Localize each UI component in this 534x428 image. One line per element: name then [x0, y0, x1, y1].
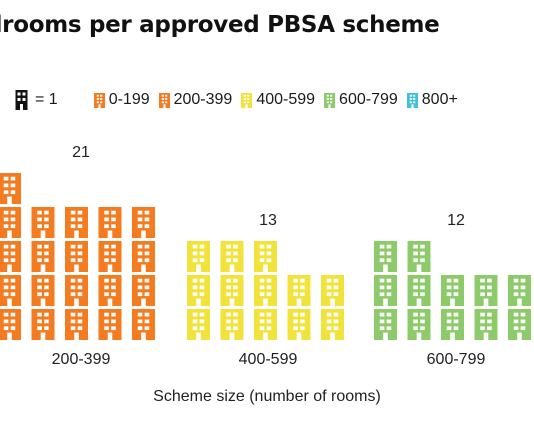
- icon-200-399-12: [31, 241, 55, 272]
- value-label-600-799: 12: [447, 212, 465, 229]
- icon-200-399-30: [98, 309, 122, 340]
- legend-item-1: 200-399: [158, 91, 233, 109]
- legend-items: 0-199 200-399 400-599 600-799 800+: [93, 91, 467, 109]
- icon-400-599-31: [287, 275, 311, 306]
- icon-200-399-31: [98, 275, 122, 306]
- icon-400-599-2: [187, 241, 210, 272]
- legend-item-0: 0-199: [93, 91, 150, 109]
- icon-600-799-31: [474, 275, 498, 306]
- category-label-600-799: 600-799: [427, 351, 486, 368]
- value-label-200-399: 21: [72, 144, 90, 161]
- icon-600-799-1: [374, 275, 397, 306]
- legend-swatch-2: [241, 92, 253, 108]
- icon-400-599-40: [321, 309, 344, 340]
- icon-600-799-30: [474, 309, 498, 340]
- icon-600-799-0: [374, 309, 397, 340]
- icon-400-599-22: [254, 241, 277, 272]
- icon-200-399-1: [0, 275, 21, 306]
- building-icon: [324, 92, 336, 108]
- icon-200-399-33: [98, 207, 122, 238]
- legend-label-3: 600-799: [339, 91, 398, 108]
- icon-400-599-30: [287, 309, 311, 340]
- legend-unit-key: = 1: [14, 90, 58, 110]
- icon-200-399-4: [0, 173, 21, 204]
- building-icon: [15, 90, 28, 110]
- x-axis-title: Scheme size (number of rooms): [153, 388, 381, 405]
- icon-600-799-10: [407, 309, 431, 340]
- group-400-599: [187, 241, 344, 340]
- icon-600-799-20: [441, 309, 464, 340]
- icon-400-599-0: [187, 309, 210, 340]
- icon-400-599-12: [220, 241, 244, 272]
- legend-swatch-0: [93, 92, 105, 108]
- group-600-799: [374, 241, 531, 340]
- legend-label-4: 800+: [421, 91, 458, 108]
- icon-600-799-40: [508, 309, 531, 340]
- building-icon: [406, 92, 418, 108]
- legend-item-2: 400-599: [241, 91, 315, 109]
- icon-400-599-11: [220, 275, 244, 306]
- legend-label-0: 0-199: [108, 91, 150, 108]
- icon-200-399-10: [31, 309, 55, 340]
- legend-unit-label: = 1: [35, 91, 58, 108]
- icon-200-399-42: [132, 241, 155, 272]
- icon-400-599-20: [254, 309, 277, 340]
- category-label-400-599: 400-599: [239, 351, 298, 368]
- icon-200-399-22: [65, 241, 88, 272]
- group-200-399: [0, 173, 155, 340]
- icon-200-399-41: [132, 275, 155, 306]
- icon-200-399-40: [132, 309, 155, 340]
- icon-200-399-23: [65, 207, 88, 238]
- icon-400-599-10: [220, 309, 244, 340]
- icon-200-399-20: [65, 309, 88, 340]
- icon-200-399-21: [65, 275, 88, 306]
- icon-600-799-11: [407, 275, 431, 306]
- chart-title: drooms per approved PBSA scheme: [0, 12, 440, 38]
- legend-swatch-3: [324, 92, 336, 108]
- legend-item-4: 800+: [406, 91, 458, 109]
- legend-label-1: 200-399: [173, 91, 233, 108]
- icon-600-799-12: [407, 241, 431, 272]
- icon-200-399-32: [98, 241, 122, 272]
- icon-400-599-1: [187, 275, 210, 306]
- icon-600-799-21: [441, 275, 464, 306]
- category-label-200-399: 200-399: [52, 351, 111, 368]
- icon-200-399-11: [31, 275, 55, 306]
- icon-200-399-43: [132, 207, 155, 238]
- icon-400-599-41: [321, 275, 344, 306]
- icon-600-799-41: [508, 275, 531, 306]
- icon-200-399-0: [0, 309, 21, 340]
- building-icon: [158, 92, 170, 108]
- legend-swatch-1: [158, 92, 170, 108]
- icon-400-599-21: [254, 275, 277, 306]
- icon-200-399-3: [0, 207, 21, 238]
- legend-swatch-4: [406, 92, 418, 108]
- value-label-400-599: 13: [259, 212, 277, 229]
- icon-200-399-13: [31, 207, 55, 238]
- icon-600-799-2: [374, 241, 397, 272]
- building-icon: [241, 92, 253, 108]
- legend-label-2: 400-599: [256, 91, 316, 108]
- legend: = 1 0-199 200-399 400-599 600-799 800+: [14, 88, 467, 112]
- icon-200-399-2: [0, 241, 21, 272]
- building-icon: [93, 92, 105, 108]
- legend-item-3: 600-799: [324, 91, 398, 109]
